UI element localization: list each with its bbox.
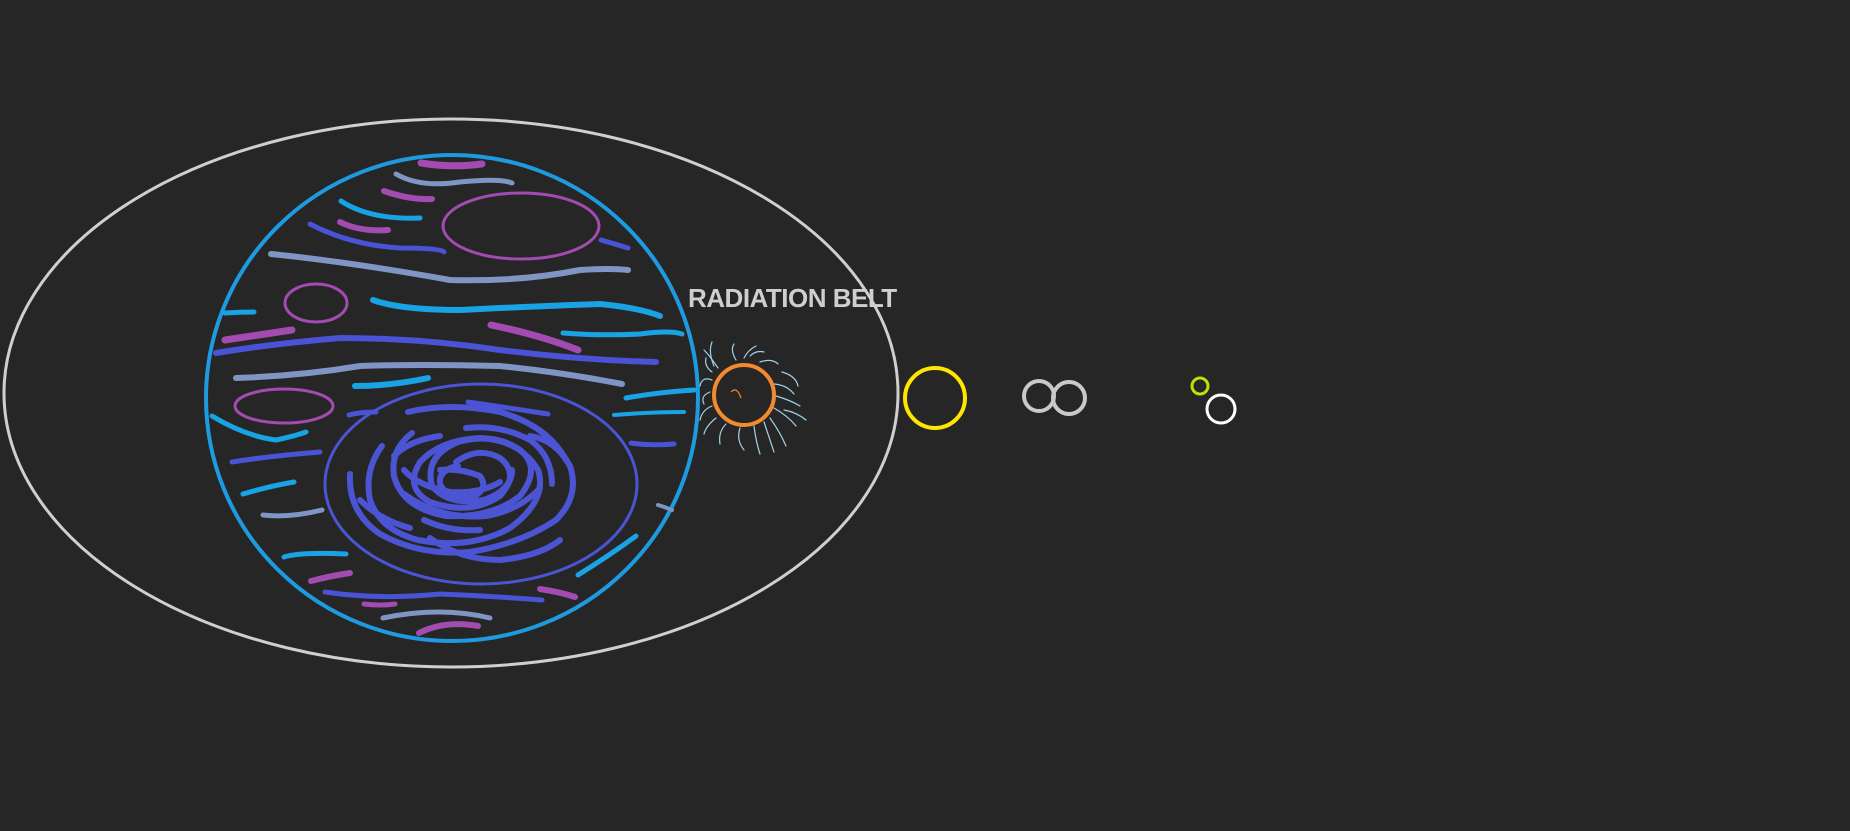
sphere-band	[260, 507, 325, 519]
filament-strand	[705, 357, 713, 373]
filament-strand	[753, 425, 761, 455]
vortex-outline	[323, 382, 639, 586]
magenta-spot	[283, 282, 349, 324]
filament-strand	[743, 345, 757, 359]
sphere-band	[628, 440, 677, 448]
vortex-swirls	[346, 404, 576, 563]
small-circles-icon	[1190, 376, 1237, 425]
vortex-swirl	[405, 404, 569, 463]
filament-strand	[702, 391, 711, 405]
filament-strand	[731, 343, 737, 361]
striped-sphere-icon	[204, 153, 700, 643]
sphere-band	[240, 479, 297, 497]
vortex-swirl	[463, 424, 555, 487]
filament-strand	[709, 341, 715, 367]
filament-strand	[771, 383, 795, 395]
twin-circle-left	[1022, 379, 1056, 413]
sphere-band	[560, 329, 685, 338]
sphere-band	[338, 198, 423, 221]
sphere-band	[361, 601, 398, 608]
sphere-band	[575, 533, 639, 578]
filament-strand	[719, 423, 727, 445]
sphere-band	[337, 219, 391, 234]
filament-strand	[773, 407, 797, 427]
vortex-swirl	[436, 463, 487, 501]
filament-strand	[699, 378, 713, 387]
sphere-band	[281, 550, 349, 560]
filament-strand	[783, 409, 807, 421]
filament-strand	[703, 417, 717, 435]
white-circle	[1205, 393, 1237, 425]
sphere-band	[268, 251, 631, 284]
orange-inner-mark	[730, 389, 742, 399]
sphere-band	[393, 171, 515, 187]
sphere-band	[416, 621, 481, 636]
radiation-belt-label: RADIATION BELT	[688, 283, 897, 313]
sphere-spots	[233, 191, 601, 425]
sphere-band	[322, 589, 545, 603]
sphere-band	[656, 503, 674, 512]
sphere-band	[381, 188, 435, 203]
sphere-band	[380, 609, 493, 621]
lime-circle	[1190, 376, 1210, 396]
sphere-band	[213, 335, 659, 365]
filament-strand	[769, 417, 787, 447]
vortex-swirl	[421, 517, 483, 534]
sphere-band	[417, 159, 486, 170]
sphere-band	[229, 449, 323, 465]
magenta-spot	[233, 387, 335, 425]
sphere-bands	[209, 159, 697, 636]
filament-strand	[781, 371, 799, 387]
sphere-band	[370, 297, 663, 319]
spiral-vortex-icon	[323, 382, 639, 586]
yellow-circle-icon	[903, 366, 967, 430]
outer-ellipse-icon	[2, 117, 900, 669]
vortex-swirl	[357, 497, 413, 531]
filament-strand	[775, 395, 801, 407]
sphere-band	[623, 387, 697, 401]
twin-circle-right	[1051, 380, 1087, 416]
filament-strand	[749, 350, 765, 357]
vortex-swirl	[391, 433, 443, 459]
filament-strand	[699, 405, 713, 421]
sphere-band	[308, 570, 353, 584]
sphere-band	[352, 375, 431, 389]
sphere-band	[537, 586, 578, 600]
orange-circle-icon	[699, 341, 807, 455]
sphere-band	[612, 410, 686, 417]
sphere-band	[487, 321, 582, 354]
vortex-swirl	[401, 485, 543, 520]
filament-strand	[759, 359, 779, 365]
magenta-spot	[441, 191, 601, 261]
sphere-band	[307, 221, 447, 255]
twin-circles-icon	[1022, 379, 1087, 416]
filament-strand	[703, 349, 719, 369]
vortex-swirl	[346, 433, 576, 556]
sphere-band	[465, 399, 551, 417]
vortex-swirl	[427, 535, 563, 563]
filaments	[699, 341, 807, 455]
sphere-band	[233, 362, 625, 387]
vortex-swirl	[401, 467, 503, 496]
filament-strand	[738, 427, 745, 451]
sphere-band	[222, 309, 257, 316]
sphere-band	[209, 413, 309, 443]
sphere-band	[598, 237, 631, 251]
orange-circle	[712, 363, 776, 427]
sphere-band	[221, 326, 296, 344]
filament-strand	[763, 421, 775, 453]
